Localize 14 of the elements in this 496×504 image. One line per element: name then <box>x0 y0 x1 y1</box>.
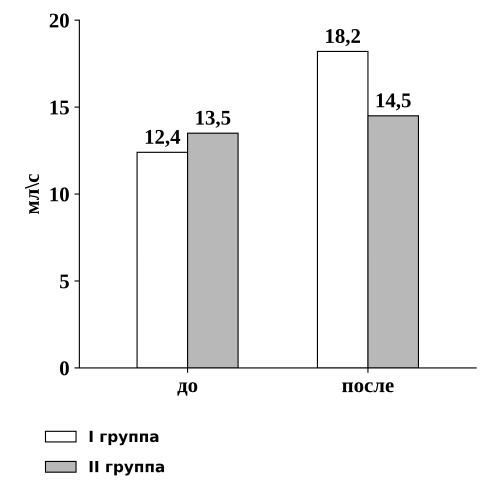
legend-label: II группа <box>90 461 164 476</box>
y-tick-label: 20 <box>50 14 69 28</box>
y-tick-label: 15 <box>50 100 69 115</box>
x-tick-label: до <box>177 382 198 396</box>
y-tick-label: 5 <box>60 274 69 288</box>
data-label: 12,4 <box>146 130 180 147</box>
x-tick-label: после <box>342 382 394 392</box>
data-label: 18,2 <box>326 29 360 46</box>
legend-label: I группа <box>90 430 158 446</box>
y-tick-label: 0 <box>60 361 69 376</box>
data-label: 13,5 <box>196 110 230 128</box>
y-tick-label: 10 <box>50 187 69 202</box>
data-label: 14,5 <box>376 93 411 110</box>
y-axis-title: мл\с <box>25 174 40 214</box>
